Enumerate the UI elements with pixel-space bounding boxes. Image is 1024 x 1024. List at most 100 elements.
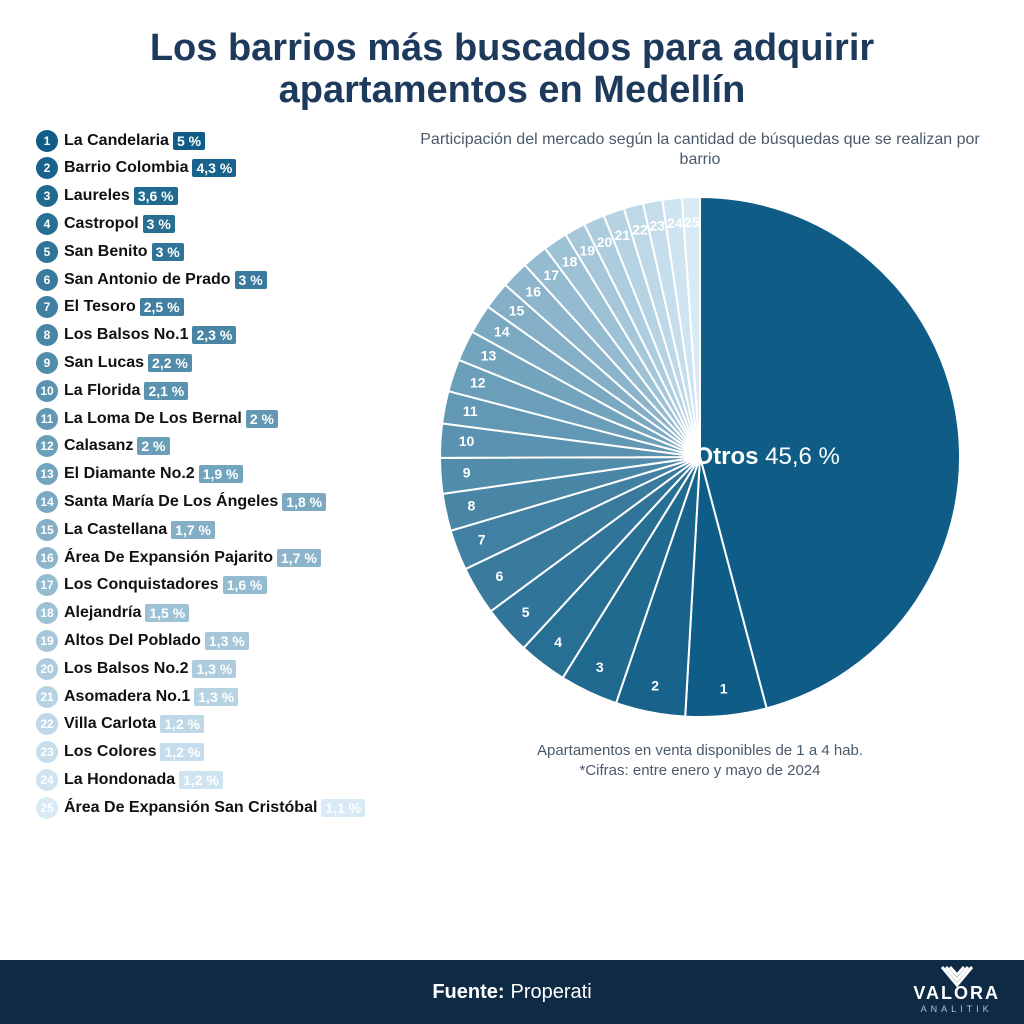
barrio-pct: 1,6 % (223, 576, 267, 594)
list-item: 2 Barrio Colombia4,3 % (36, 157, 396, 179)
barrio-pct: 2,3 % (192, 326, 236, 344)
list-item: 6San Antonio de Prado3 % (36, 269, 396, 291)
pie-slice-number: 15 (509, 303, 525, 319)
barrio-name: La Candelaria (64, 132, 169, 150)
pie-slice-number: 17 (543, 267, 559, 283)
barrio-pct: 1,7 % (171, 521, 215, 539)
rank-bullet: 23 (36, 741, 58, 763)
content-row: 1La Candelaria5 %2Barrio Colombia4,3 %3L… (0, 122, 1024, 825)
list-item: 8Los Balsos No.12,3 % (36, 324, 396, 346)
barrio-name: San Benito (64, 243, 148, 261)
brand-logo: VALORA ANALITIK (913, 965, 1000, 1014)
list-item: 12 Calasanz2 % (36, 435, 396, 457)
rank-bullet: 24 (36, 769, 58, 791)
pie-slice-number: 1 (720, 681, 728, 697)
list-item: 20Los Balsos No.21,3 % (36, 658, 396, 680)
barrio-pct: 2,2 % (148, 354, 192, 372)
rank-bullet: 21 (36, 686, 58, 708)
pie-slice-number: 14 (494, 324, 510, 340)
list-item: 9 San Lucas2,2 % (36, 352, 396, 374)
barrio-pct: 1,2 % (160, 715, 204, 733)
list-item: 19Altos Del Poblado1,3 % (36, 630, 396, 652)
pie-slice-number: 16 (525, 284, 541, 300)
barrio-name: Los Conquistadores (64, 576, 219, 594)
barrio-name: Los Colores (64, 743, 156, 761)
barrio-name: Los Balsos No.2 (64, 660, 188, 678)
barrio-pct: 1,1 % (321, 799, 365, 817)
list-item: 3Laureles3,6 % (36, 185, 396, 207)
barrio-pct: 5 % (173, 132, 205, 150)
barrio-name: Altos Del Poblado (64, 632, 201, 650)
barrio-pct: 3,6 % (134, 187, 178, 205)
pie-slice-number: 24 (667, 215, 683, 231)
brand-sub: ANALITIK (921, 1004, 993, 1014)
pie-slice-number: 13 (481, 348, 497, 364)
barrio-name: Los Balsos No.1 (64, 326, 188, 344)
barrio-name: Castropol (64, 215, 139, 233)
barrio-pct: 1,8 % (282, 493, 326, 511)
barrio-pct: 3 % (235, 271, 267, 289)
pie-slice-number: 12 (470, 374, 486, 390)
pie-slice-number: 6 (496, 568, 504, 584)
rank-bullet: 25 (36, 797, 58, 819)
rank-bullet: 12 (36, 435, 58, 457)
list-item: 16 Área De Expansión Pajarito1,7 % (36, 547, 396, 569)
pie-slice-number: 22 (632, 222, 648, 238)
barrio-name: El Diamante No.2 (64, 465, 195, 483)
barrio-name: Villa Carlota (64, 715, 156, 733)
list-item: 21 Asomadera No.11,3 % (36, 686, 396, 708)
rank-bullet: 5 (36, 241, 58, 263)
barrio-pct: 3 % (152, 243, 184, 261)
barrio-name: La Loma De Los Bernal (64, 410, 242, 428)
barrio-list: 1 La Candelaria5 % 2 Barrio Colombia4,3 % 3L… (36, 130, 396, 825)
barrio-name: La Hondonada (64, 771, 175, 789)
barrio-name: Área De Expansión Pajarito (64, 549, 273, 567)
pie-slice-number: 7 (478, 532, 486, 548)
rank-bullet: 13 (36, 463, 58, 485)
barrio-pct: 1,7 % (277, 549, 321, 567)
list-item: 10La Florida2,1 % (36, 380, 396, 402)
barrio-pct: 1,3 % (194, 688, 238, 706)
page-title: Los barrios más buscados para adquirir a… (0, 0, 1024, 122)
list-item: 15La Castellana1,7 % (36, 519, 396, 541)
rank-bullet: 9 (36, 352, 58, 374)
rank-bullet: 20 (36, 658, 58, 680)
list-item: 11 La Loma De Los Bernal2 % (36, 408, 396, 430)
pie-slice-number: 18 (562, 254, 578, 270)
pie-slice-number: 20 (597, 234, 613, 250)
list-item: 24La Hondonada1,2 % (36, 769, 396, 791)
barrio-name: La Castellana (64, 521, 167, 539)
chart-caption: Apartamentos en venta disponibles de 1 a… (396, 741, 1004, 782)
barrio-pct: 4,3 % (192, 159, 236, 177)
barrio-name: Calasanz (64, 437, 133, 455)
rank-bullet: 22 (36, 713, 58, 735)
rank-bullet: 16 (36, 547, 58, 569)
barrio-pct: 2,5 % (140, 298, 184, 316)
rank-bullet: 2 (36, 157, 58, 179)
barrio-pct: 2 % (137, 437, 169, 455)
barrio-name: Asomadera No.1 (64, 688, 190, 706)
pie-slice-number: 8 (468, 498, 476, 514)
rank-bullet: 11 (36, 408, 58, 430)
pie-slice-number: 9 (463, 465, 471, 481)
pie-slice-number: 11 (463, 403, 478, 419)
rank-bullet: 1 (36, 130, 58, 152)
list-item: 22 Villa Carlota1,2 % (36, 713, 396, 735)
list-item: 7El Tesoro2,5 % (36, 296, 396, 318)
pie-slice-number: 2 (651, 678, 659, 694)
barrio-pct: 2 % (246, 410, 278, 428)
rank-bullet: 7 (36, 296, 58, 318)
source-label: Fuente: (432, 981, 504, 1004)
barrio-pct: 2,1 % (144, 382, 188, 400)
pie-slice-number: 4 (554, 634, 562, 650)
pie-slice-number: 10 (459, 433, 475, 449)
pie-slice-number: 25 (684, 214, 700, 230)
list-item: 5 San Benito3 % (36, 241, 396, 263)
pie-slice-number: 3 (596, 659, 604, 675)
source-value: Properati (511, 981, 592, 1004)
barrio-name: San Lucas (64, 354, 144, 372)
barrio-name: Santa María De Los Ángeles (64, 493, 278, 511)
barrio-name: Barrio Colombia (64, 159, 188, 177)
chart-subtitle: Participación del mercado según la canti… (396, 130, 1004, 178)
rank-bullet: 6 (36, 269, 58, 291)
